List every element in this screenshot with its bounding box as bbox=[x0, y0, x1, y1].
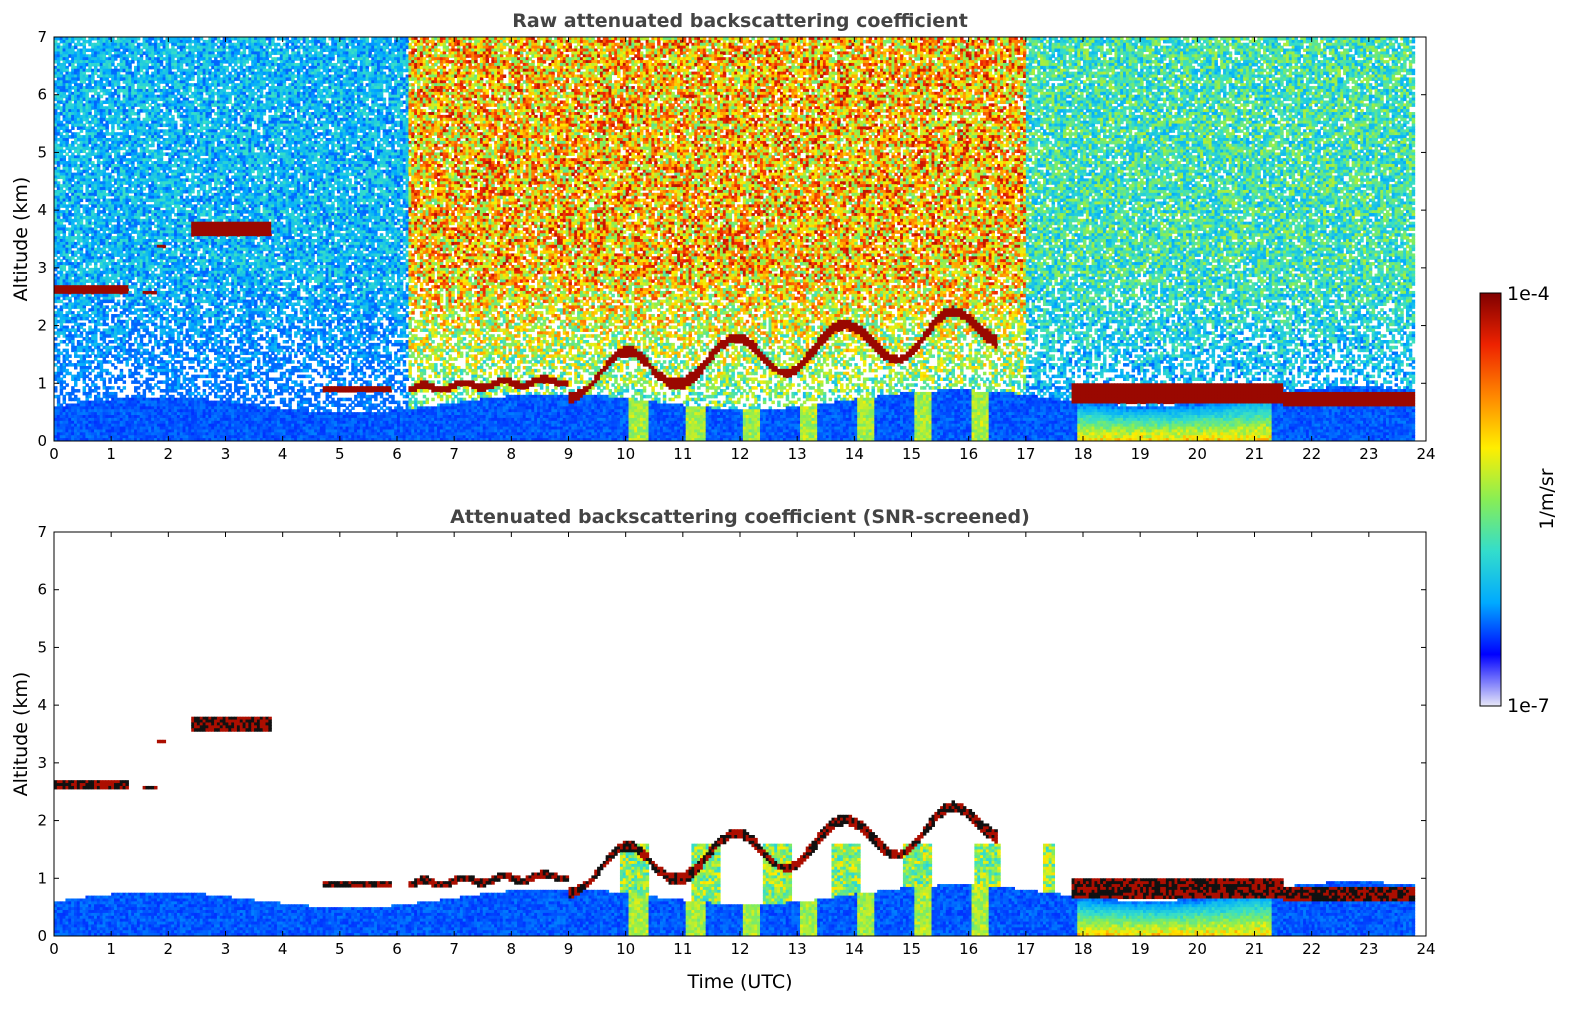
heatmap-cell bbox=[111, 386, 114, 389]
heatmap-cell bbox=[54, 389, 57, 392]
heatmap-cell bbox=[125, 363, 128, 366]
heatmap-cell bbox=[88, 395, 91, 398]
heatmap-cell bbox=[148, 340, 151, 343]
heatmap-cell bbox=[123, 375, 126, 378]
heatmap-cell bbox=[154, 375, 157, 378]
heatmap-cell bbox=[114, 366, 117, 369]
heatmap-cell bbox=[65, 383, 68, 386]
heatmap-cell bbox=[128, 337, 131, 340]
heatmap-cell bbox=[83, 323, 86, 326]
heatmap-cell bbox=[114, 308, 117, 311]
heatmap-cell bbox=[74, 383, 77, 386]
heatmap-cell bbox=[105, 317, 108, 320]
heatmap-cell bbox=[140, 375, 143, 378]
heatmap-cell bbox=[77, 389, 80, 392]
heatmap-cell bbox=[123, 380, 126, 383]
heatmap-cell bbox=[151, 392, 154, 395]
heatmap-cell bbox=[151, 144, 154, 147]
raw-panel: Raw attenuated backscattering coefficien… bbox=[10, 10, 1436, 463]
raw-panel-title: Raw attenuated backscattering coefficien… bbox=[512, 10, 968, 32]
heatmap-cell bbox=[140, 366, 143, 369]
heatmap-cell bbox=[68, 354, 71, 357]
heatmap-cell bbox=[137, 37, 140, 40]
raw-heatmap bbox=[54, 37, 1415, 442]
heatmap-cell bbox=[97, 386, 100, 389]
heatmap-cell bbox=[108, 380, 111, 383]
heatmap-cell bbox=[123, 386, 126, 389]
